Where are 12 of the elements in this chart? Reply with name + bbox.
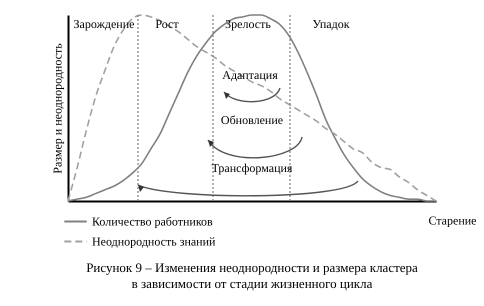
- text: Рисунок 9 – Изменения неоднородности и размера кластера в зависимости от стадии жизненного цикла: [86, 260, 418, 291]
- annotation: Упадок: [312, 17, 350, 31]
- annotation: Адаптация: [222, 68, 278, 82]
- annotation: Зрелость: [225, 17, 272, 31]
- annotation: Рост: [155, 17, 180, 31]
- legend-label: Неоднородность знаний: [92, 234, 216, 248]
- y-axis-title: Размер и неоднородность: [50, 42, 64, 174]
- legend-label: Количество работников: [92, 214, 214, 228]
- annotation: Зарождение: [74, 17, 134, 31]
- annotation: Обновление: [220, 113, 284, 127]
- annotation: Трансформация: [212, 161, 293, 175]
- x-axis-title: Старение: [428, 214, 476, 228]
